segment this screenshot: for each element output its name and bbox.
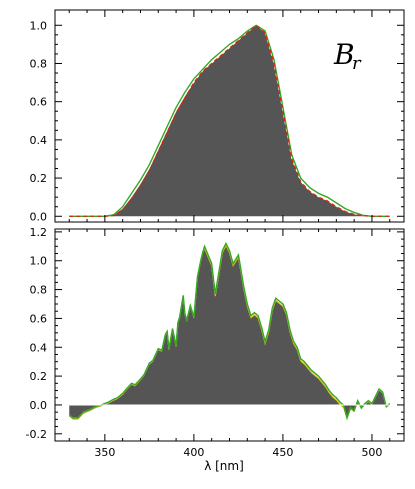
green-curve [68, 241, 391, 421]
y-tick-label: -0.2 [26, 428, 47, 441]
green-curve [69, 24, 390, 217]
y-tick-label: 0.8 [30, 57, 48, 70]
filled-area [69, 246, 390, 420]
y-tick-label: 0.2 [30, 172, 48, 185]
y-tick-label: 0.0 [30, 210, 48, 223]
y-tick-label: 1.0 [30, 19, 48, 32]
panel-label-main: B [333, 38, 355, 71]
red-dashed-curve [69, 24, 390, 217]
y-tick-label: 0.6 [30, 312, 48, 325]
y-tick-label: 0.2 [30, 370, 48, 383]
y-tick-label: 0.4 [30, 341, 48, 354]
y-tick-label: 0.8 [30, 284, 48, 297]
x-tick-label: 450 [272, 446, 293, 459]
y-tick-label: 0.4 [30, 134, 48, 147]
y-tick-label: 0.0 [30, 399, 48, 412]
bottom-panel: -0.2 0.0 0.2 0.4 0.6 0.8 1.0 1.2 350 400 450 500 [26, 226, 405, 459]
panel-label-sub: r [352, 53, 362, 74]
y-tick-label: 0.6 [30, 96, 48, 109]
x-axis-label: λ [nm] [204, 459, 244, 473]
filled-area [69, 25, 390, 217]
x-tick-label: 500 [361, 446, 382, 459]
x-tick-label: 400 [183, 446, 204, 459]
y-tick-label: 1.0 [30, 255, 48, 268]
white-curve [69, 23, 390, 217]
y-tick-label: 1.2 [30, 226, 48, 239]
top-panel: 0.0 0.2 0.4 0.6 0.8 1.0 [30, 9, 405, 223]
x-tick-label: 350 [94, 446, 115, 459]
